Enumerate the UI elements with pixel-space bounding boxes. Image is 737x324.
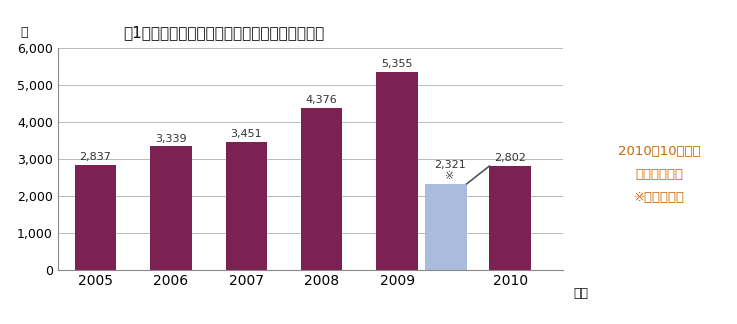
- Bar: [489, 166, 531, 270]
- Bar: [150, 146, 192, 270]
- Text: 3,339: 3,339: [155, 133, 186, 144]
- Bar: [425, 184, 467, 270]
- Text: 3,451: 3,451: [231, 130, 262, 139]
- Text: 4,376: 4,376: [306, 95, 338, 105]
- Bar: [377, 72, 418, 270]
- Text: 2,837: 2,837: [80, 152, 111, 162]
- Bar: [301, 108, 343, 270]
- Bar: [226, 142, 267, 270]
- Text: 図1　マンションの勧誘に関する相談件数の推移: 図1 マンションの勧誘に関する相談件数の推移: [124, 25, 325, 40]
- Bar: [74, 165, 116, 270]
- Text: 5,355: 5,355: [381, 59, 413, 69]
- Text: 件: 件: [20, 26, 27, 39]
- Text: 2,321
※: 2,321 ※: [434, 160, 466, 181]
- Text: 2010年10月末日
までの登録分
※前年同期比: 2010年10月末日 までの登録分 ※前年同期比: [618, 145, 701, 204]
- Text: 2,802: 2,802: [495, 154, 526, 163]
- Text: 年度: 年度: [573, 287, 588, 300]
